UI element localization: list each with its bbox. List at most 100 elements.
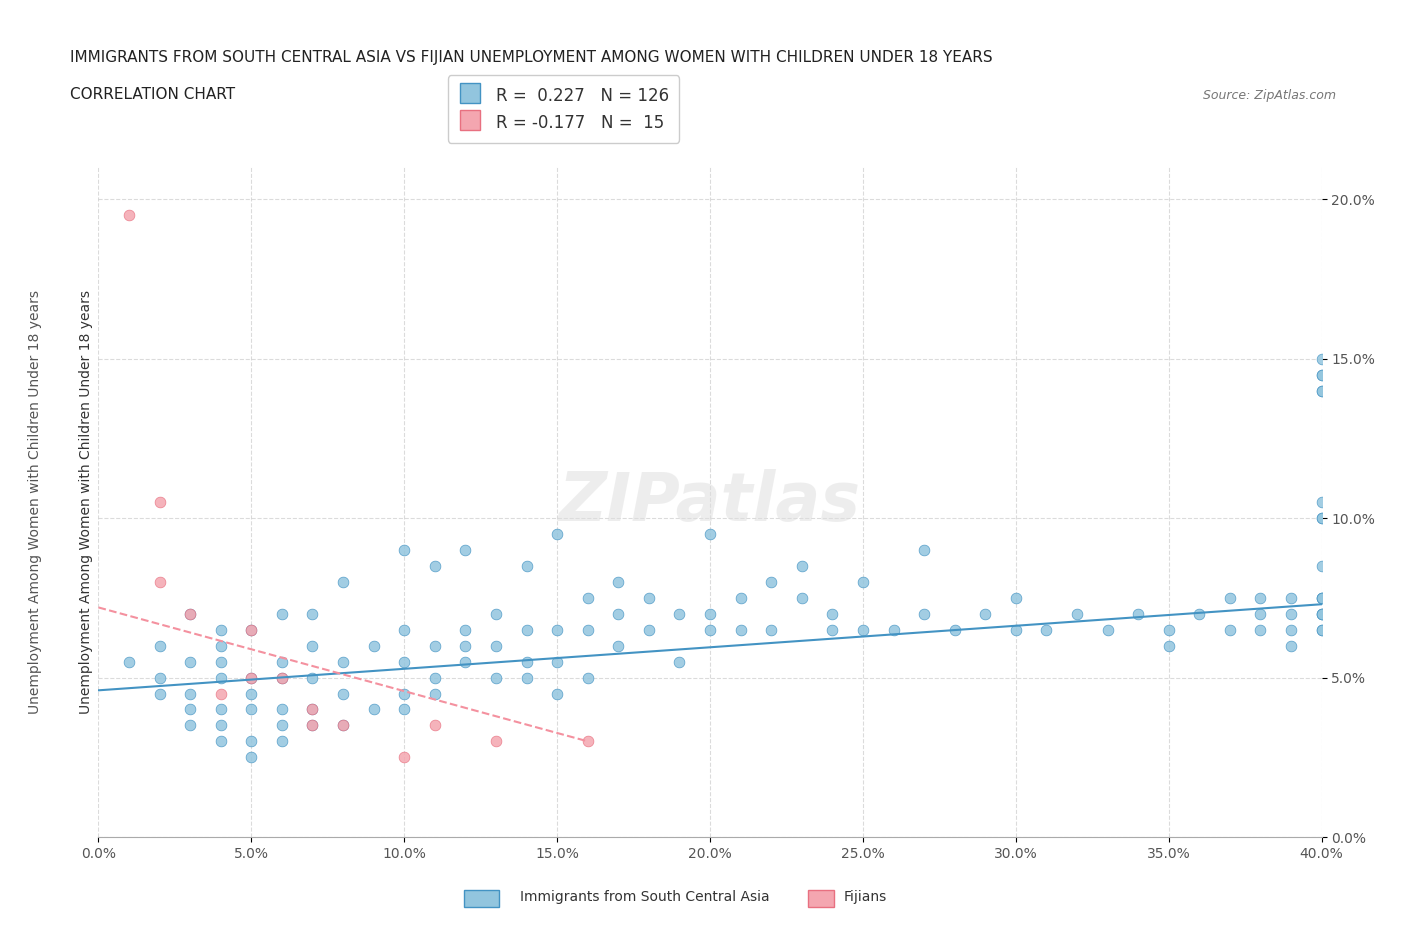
- Point: [270, 671, 292, 685]
- Point: [1035, 622, 1057, 637]
- Point: [821, 606, 844, 621]
- Point: [209, 654, 232, 669]
- Point: [1310, 511, 1333, 525]
- Point: [392, 622, 416, 637]
- Point: [485, 734, 508, 749]
- Point: [1310, 591, 1333, 605]
- Point: [699, 526, 721, 541]
- Point: [332, 654, 354, 669]
- Point: [209, 734, 232, 749]
- Point: [1249, 622, 1271, 637]
- Point: [546, 526, 568, 541]
- Point: [332, 686, 354, 701]
- Point: [1249, 591, 1271, 605]
- Point: [270, 734, 292, 749]
- Point: [1310, 352, 1333, 366]
- Point: [301, 606, 323, 621]
- Point: [516, 622, 538, 637]
- Point: [454, 622, 477, 637]
- Point: [454, 654, 477, 669]
- Point: [852, 575, 875, 590]
- Point: [332, 575, 354, 590]
- Point: [668, 606, 690, 621]
- Point: [943, 622, 966, 637]
- Point: [668, 654, 690, 669]
- Point: [516, 654, 538, 669]
- Point: [1279, 606, 1302, 621]
- Text: Immigrants from South Central Asia: Immigrants from South Central Asia: [520, 890, 770, 905]
- Point: [1004, 591, 1026, 605]
- Point: [1157, 638, 1180, 653]
- Point: [1310, 622, 1333, 637]
- Point: [270, 671, 292, 685]
- Text: Fijians: Fijians: [844, 890, 887, 905]
- Point: [1310, 591, 1333, 605]
- Point: [485, 671, 508, 685]
- Point: [730, 591, 752, 605]
- Point: [1310, 622, 1333, 637]
- Point: [546, 622, 568, 637]
- Point: [1310, 606, 1333, 621]
- Point: [1310, 367, 1333, 382]
- Point: [1310, 383, 1333, 398]
- Point: [883, 622, 905, 637]
- Point: [149, 575, 172, 590]
- Point: [240, 734, 263, 749]
- Point: [270, 654, 292, 669]
- Text: CORRELATION CHART: CORRELATION CHART: [70, 87, 235, 102]
- Text: Unemployment Among Women with Children Under 18 years: Unemployment Among Women with Children U…: [28, 290, 42, 714]
- Point: [1249, 606, 1271, 621]
- Point: [392, 654, 416, 669]
- Text: Source: ZipAtlas.com: Source: ZipAtlas.com: [1202, 89, 1336, 102]
- Point: [1097, 622, 1119, 637]
- Point: [576, 591, 599, 605]
- Point: [607, 575, 630, 590]
- Point: [118, 654, 141, 669]
- Point: [209, 622, 232, 637]
- Point: [454, 638, 477, 653]
- Point: [699, 606, 721, 621]
- Point: [240, 750, 263, 764]
- Point: [759, 622, 782, 637]
- Point: [332, 718, 354, 733]
- Point: [240, 686, 263, 701]
- Point: [392, 702, 416, 717]
- Point: [485, 638, 508, 653]
- Point: [790, 591, 813, 605]
- Point: [392, 750, 416, 764]
- Point: [516, 559, 538, 574]
- Point: [699, 622, 721, 637]
- Point: [149, 671, 172, 685]
- Point: [1219, 591, 1241, 605]
- Point: [607, 638, 630, 653]
- Point: [423, 559, 446, 574]
- Point: [240, 671, 263, 685]
- Point: [1310, 606, 1333, 621]
- Point: [179, 606, 201, 621]
- Point: [1128, 606, 1150, 621]
- Point: [240, 702, 263, 717]
- Point: [149, 495, 172, 510]
- Point: [240, 622, 263, 637]
- Point: [149, 686, 172, 701]
- Point: [179, 702, 201, 717]
- Point: [1310, 495, 1333, 510]
- Point: [240, 622, 263, 637]
- Point: [1066, 606, 1088, 621]
- Point: [1279, 622, 1302, 637]
- Point: [423, 686, 446, 701]
- Point: [179, 606, 201, 621]
- Point: [179, 718, 201, 733]
- Point: [1310, 383, 1333, 398]
- Point: [1310, 511, 1333, 525]
- Point: [423, 671, 446, 685]
- Point: [209, 671, 232, 685]
- Point: [576, 671, 599, 685]
- Text: IMMIGRANTS FROM SOUTH CENTRAL ASIA VS FIJIAN UNEMPLOYMENT AMONG WOMEN WITH CHILD: IMMIGRANTS FROM SOUTH CENTRAL ASIA VS FI…: [70, 50, 993, 65]
- Point: [1310, 591, 1333, 605]
- Point: [546, 654, 568, 669]
- Point: [301, 702, 323, 717]
- Point: [759, 575, 782, 590]
- Point: [546, 686, 568, 701]
- Point: [516, 671, 538, 685]
